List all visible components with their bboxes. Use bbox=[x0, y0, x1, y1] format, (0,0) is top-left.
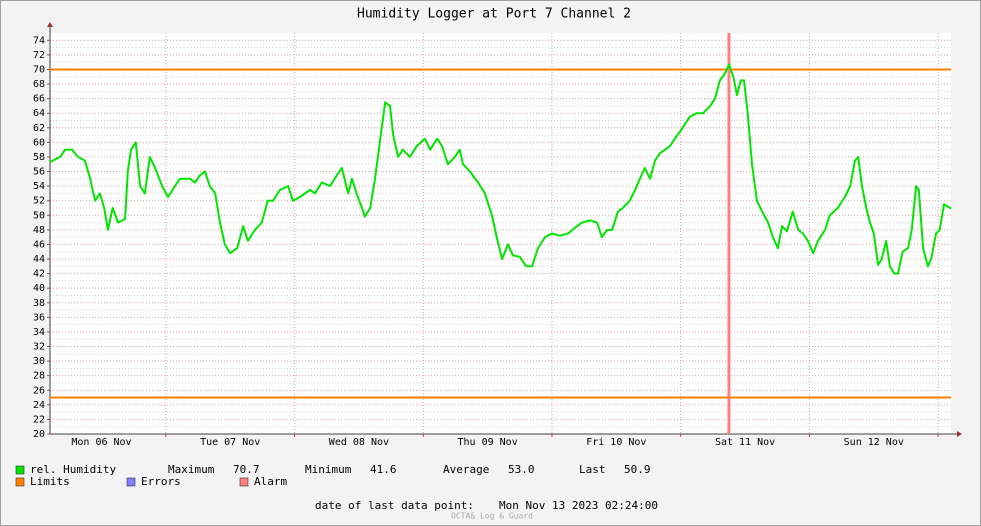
legend-swatch bbox=[239, 477, 249, 487]
y-tick-label: 38 bbox=[33, 298, 45, 309]
legend-label: Limits bbox=[30, 475, 70, 488]
legend-label: rel. Humidity bbox=[30, 463, 116, 476]
x-axis-arrow bbox=[957, 431, 962, 437]
y-tick-label: 64 bbox=[33, 108, 45, 119]
y-tick-label: 32 bbox=[33, 342, 45, 353]
stat-label: Last bbox=[579, 463, 606, 476]
y-tick-label: 50 bbox=[33, 210, 45, 221]
legend-swatch bbox=[126, 477, 136, 487]
y-tick-label: 28 bbox=[33, 371, 45, 382]
legend-label: Alarm bbox=[254, 475, 287, 488]
footer-value: Mon Nov 13 2023 02:24:00 bbox=[499, 499, 658, 512]
y-tick-label: 66 bbox=[33, 94, 45, 105]
y-tick-label: 54 bbox=[33, 181, 45, 192]
chart-title: Humidity Logger at Port 7 Channel 2 bbox=[357, 7, 631, 22]
stat-value: 53.0 bbox=[508, 463, 535, 476]
x-tick-label: Mon 06 Nov bbox=[71, 437, 131, 448]
stat-value: 41.6 bbox=[370, 463, 397, 476]
y-tick-label: 40 bbox=[33, 283, 45, 294]
y-tick-label: 68 bbox=[33, 79, 45, 90]
y-tick-label: 74 bbox=[33, 35, 45, 46]
y-tick-label: 46 bbox=[33, 239, 45, 250]
stat-label: Maximum bbox=[168, 463, 215, 476]
stat-value: 50.9 bbox=[624, 463, 651, 476]
legend-label: Errors bbox=[141, 475, 181, 488]
y-tick-label: 34 bbox=[33, 327, 45, 338]
y-tick-label: 42 bbox=[33, 269, 45, 280]
y-tick-label: 26 bbox=[33, 385, 45, 396]
y-axis-arrow bbox=[47, 22, 53, 27]
marks bbox=[49, 33, 952, 434]
humidity-line bbox=[49, 63, 952, 275]
x-tick-label: Fri 10 Nov bbox=[586, 437, 646, 448]
y-tick-label: 30 bbox=[33, 356, 45, 367]
stat-label: Minimum bbox=[305, 463, 352, 476]
y-tick-label: 62 bbox=[33, 123, 45, 134]
legend-swatch bbox=[15, 465, 25, 475]
y-tick-label: 56 bbox=[33, 167, 45, 178]
legend: rel. Humidity Maximum 70.7 Minimum 41.6 Avera… bbox=[15, 463, 658, 521]
y-tick-label: 60 bbox=[33, 137, 45, 148]
watermark: OCTA& Log & Guard bbox=[451, 512, 533, 521]
stat-value: 70.7 bbox=[233, 463, 260, 476]
y-tick-label: 20 bbox=[33, 429, 45, 440]
y-tick-label: 48 bbox=[33, 225, 45, 236]
y-tick-label: 22 bbox=[33, 414, 45, 425]
legend-swatch bbox=[15, 477, 25, 487]
plot-area bbox=[50, 33, 951, 434]
y-tick-label: 70 bbox=[33, 64, 45, 75]
y-tick-label: 24 bbox=[33, 400, 45, 411]
y-tick-label: 52 bbox=[33, 196, 45, 207]
y-tick-label: 36 bbox=[33, 312, 45, 323]
y-tick-label: 44 bbox=[33, 254, 45, 265]
x-tick-label: Wed 08 Nov bbox=[329, 437, 389, 448]
x-tick-label: Sat 11 Nov bbox=[715, 437, 775, 448]
x-tick-label: Sun 12 Nov bbox=[844, 437, 904, 448]
x-tick-label: Thu 09 Nov bbox=[458, 437, 518, 448]
x-tick-label: Tue 07 Nov bbox=[200, 437, 260, 448]
y-tick-label: 58 bbox=[33, 152, 45, 163]
y-tick-label: 72 bbox=[33, 50, 45, 61]
stat-label: Average bbox=[443, 463, 489, 476]
footer-label: date of last data point: bbox=[315, 499, 474, 512]
